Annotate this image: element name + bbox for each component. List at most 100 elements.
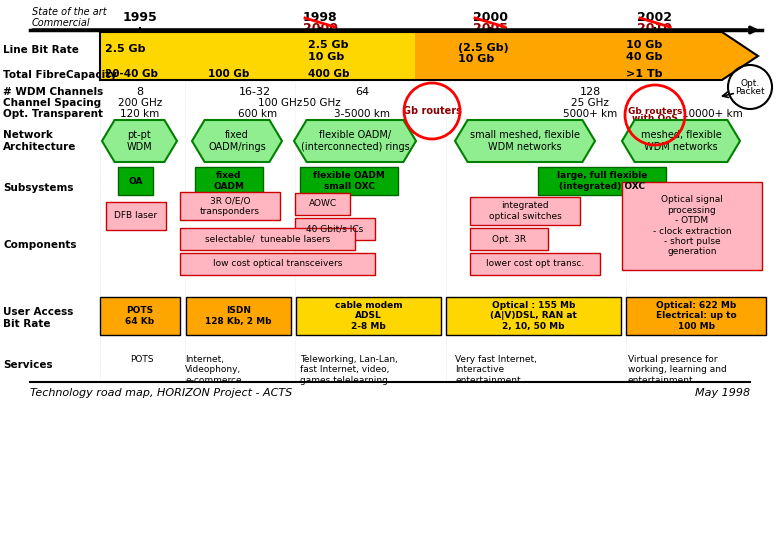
FancyBboxPatch shape [622, 182, 762, 270]
Text: Opt. Transparent: Opt. Transparent [3, 109, 103, 119]
Text: 10 Gb: 10 Gb [308, 52, 344, 62]
Text: 16-32: 16-32 [239, 87, 271, 97]
Text: 64: 64 [355, 87, 369, 97]
Text: 5000+ km: 5000+ km [563, 109, 617, 119]
FancyBboxPatch shape [538, 167, 666, 195]
Text: Very fast Internet,
Interactive
entertainment: Very fast Internet, Interactive entertai… [455, 355, 537, 385]
Text: Technology road map, HORIZON Project - ACTS: Technology road map, HORIZON Project - A… [30, 388, 292, 398]
Text: AOWC: AOWC [308, 199, 336, 208]
Text: selectable/  tuneable lasers: selectable/ tuneable lasers [205, 234, 330, 244]
Text: State of the art: State of the art [32, 7, 107, 17]
FancyBboxPatch shape [470, 228, 548, 250]
Text: 2005: 2005 [473, 22, 508, 35]
Text: fixed
OADM/rings: fixed OADM/rings [208, 130, 266, 152]
Text: Opt. 3R: Opt. 3R [492, 234, 526, 244]
Text: Optical: 622 Mb
Electrical: up to
100 Mb: Optical: 622 Mb Electrical: up to 100 Mb [656, 301, 736, 331]
Text: Gb routers: Gb routers [628, 106, 682, 116]
Text: OA: OA [128, 177, 143, 186]
Polygon shape [415, 32, 758, 80]
Text: 200 GHz: 200 GHz [118, 98, 162, 108]
Text: 400 Gb: 400 Gb [308, 69, 349, 79]
Text: Packet: Packet [736, 86, 765, 96]
Text: Opt.: Opt. [740, 78, 760, 87]
Text: 600 km: 600 km [239, 109, 278, 119]
Text: >1 Tb: >1 Tb [626, 69, 662, 79]
Text: 10 Gb: 10 Gb [626, 40, 662, 50]
FancyBboxPatch shape [295, 193, 350, 215]
Text: 2000: 2000 [473, 11, 508, 24]
Text: Total FibreCapacity: Total FibreCapacity [3, 70, 117, 80]
FancyBboxPatch shape [180, 253, 375, 275]
Text: 40 Gb: 40 Gb [626, 52, 662, 62]
FancyBboxPatch shape [180, 228, 355, 250]
Text: 10000+ km: 10000+ km [682, 109, 743, 119]
FancyBboxPatch shape [446, 297, 621, 335]
Text: Optical signal
processing
- OTDM
- clock extraction
- short pulse
generation: Optical signal processing - OTDM - clock… [653, 195, 732, 256]
Polygon shape [192, 120, 282, 162]
Text: 2.5 Gb: 2.5 Gb [308, 40, 349, 50]
FancyBboxPatch shape [300, 167, 398, 195]
Text: 3R O/E/O
transponders: 3R O/E/O transponders [200, 197, 260, 215]
Text: User Access
Bit Rate: User Access Bit Rate [3, 307, 73, 329]
Text: Internet,
Videophony,
e-commerce: Internet, Videophony, e-commerce [185, 355, 242, 385]
FancyBboxPatch shape [626, 297, 766, 335]
Text: low cost optical transceivers: low cost optical transceivers [213, 260, 342, 268]
Text: 128: 128 [580, 87, 601, 97]
Text: 100 Gb: 100 Gb [208, 69, 250, 79]
FancyBboxPatch shape [470, 253, 600, 275]
Text: lower cost opt transc.: lower cost opt transc. [486, 260, 584, 268]
Text: small meshed, flexible
WDM networks: small meshed, flexible WDM networks [470, 130, 580, 152]
Text: 25 GHz: 25 GHz [571, 98, 609, 108]
Text: fixed
OADM: fixed OADM [214, 171, 244, 191]
Text: cable modem
ADSL
2-8 Mb: cable modem ADSL 2-8 Mb [335, 301, 402, 331]
Text: May 1998: May 1998 [695, 388, 750, 398]
Text: Network
Architecture: Network Architecture [3, 130, 76, 152]
FancyBboxPatch shape [470, 197, 580, 225]
FancyBboxPatch shape [195, 167, 263, 195]
FancyBboxPatch shape [180, 192, 280, 220]
Text: 100 GHz: 100 GHz [258, 98, 303, 108]
Polygon shape [294, 120, 416, 162]
FancyBboxPatch shape [186, 297, 291, 335]
Text: Channel Spacing: Channel Spacing [3, 98, 101, 108]
Text: 50 GHz: 50 GHz [303, 98, 341, 108]
Text: 40 Gbit/s ICs: 40 Gbit/s ICs [307, 225, 363, 233]
FancyBboxPatch shape [106, 202, 166, 230]
Text: Commercial: Commercial [32, 18, 90, 28]
FancyBboxPatch shape [100, 297, 180, 335]
Text: Gb routers: Gb routers [402, 106, 462, 116]
FancyBboxPatch shape [295, 218, 375, 240]
Text: 10 Gb: 10 Gb [458, 54, 495, 64]
Text: 1998: 1998 [303, 11, 337, 24]
Text: flexible OADM/
(interconnected) rings: flexible OADM/ (interconnected) rings [300, 130, 410, 152]
Text: 2002: 2002 [637, 11, 672, 24]
Text: ISDN
128 Kb, 2 Mb: ISDN 128 Kb, 2 Mb [205, 306, 271, 326]
Text: Virtual presence for
working, learning and
entertainment: Virtual presence for working, learning a… [628, 355, 727, 385]
Text: # WDM Channels: # WDM Channels [3, 87, 103, 97]
Polygon shape [102, 120, 177, 162]
Polygon shape [100, 32, 415, 80]
Text: Subsystems: Subsystems [3, 183, 73, 193]
Text: 2000: 2000 [303, 22, 338, 35]
Text: 3-5000 km: 3-5000 km [334, 109, 390, 119]
Text: Components: Components [3, 240, 76, 250]
Text: pt-pt
WDM: pt-pt WDM [126, 130, 152, 152]
Text: meshed, flexible
WDM networks: meshed, flexible WDM networks [640, 130, 722, 152]
Text: Services: Services [3, 360, 52, 370]
Text: 2.5 Gb: 2.5 Gb [105, 44, 146, 54]
Polygon shape [455, 120, 595, 162]
Text: 8: 8 [136, 87, 144, 97]
Text: with QoS: with QoS [632, 114, 678, 124]
Text: POTS: POTS [130, 355, 154, 364]
Text: large, full flexible
(integrated) OXC: large, full flexible (integrated) OXC [557, 171, 647, 191]
Text: Line Bit Rate: Line Bit Rate [3, 45, 79, 55]
Text: (2.5 Gb): (2.5 Gb) [458, 43, 509, 53]
Text: 120 km: 120 km [120, 109, 160, 119]
FancyBboxPatch shape [118, 167, 153, 195]
Text: integrated
optical switches: integrated optical switches [488, 201, 562, 221]
Polygon shape [622, 120, 740, 162]
Text: POTS
64 Kb: POTS 64 Kb [126, 306, 154, 326]
Text: 20-40 Gb: 20-40 Gb [105, 69, 158, 79]
Text: DFB laser: DFB laser [115, 212, 158, 220]
Text: Teleworking, Lan-Lan,
fast Internet, video,
games telelearning...: Teleworking, Lan-Lan, fast Internet, vid… [300, 355, 398, 385]
